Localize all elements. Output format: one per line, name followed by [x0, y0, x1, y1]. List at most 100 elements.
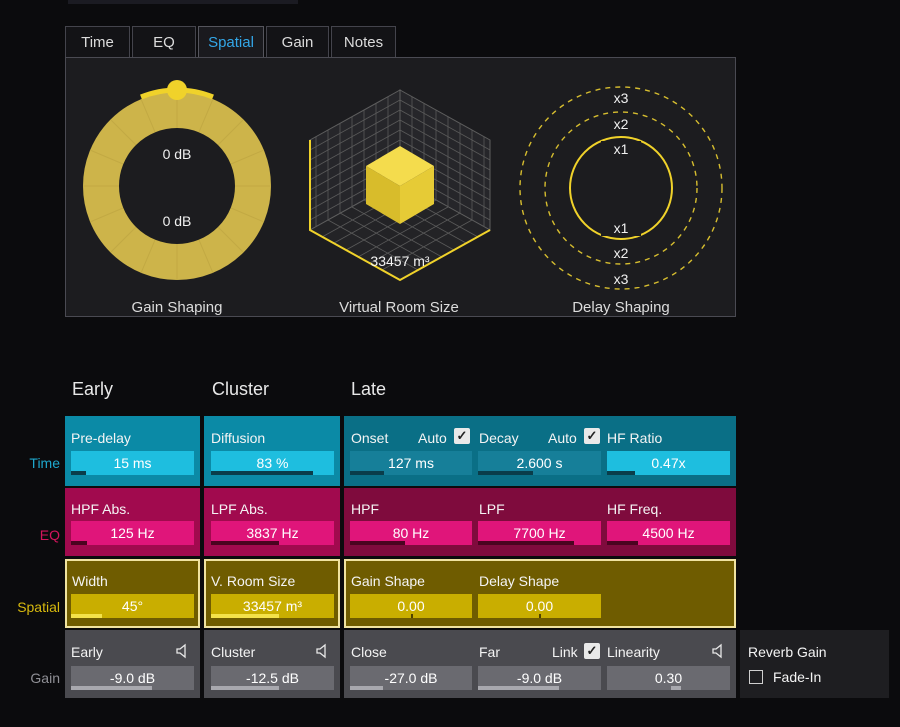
delay-mark-top-x3: x3 — [601, 90, 641, 106]
tab-eq[interactable]: EQ — [132, 26, 196, 58]
hpf-value: 80 Hz — [392, 525, 430, 541]
early-gain-cell: Early -9.0 dB — [65, 630, 200, 698]
width-slider[interactable]: 45° — [71, 594, 194, 618]
lpf-abs-slider[interactable]: 3837 Hz — [211, 521, 334, 545]
lpf-slider[interactable]: 7700 Hz — [478, 521, 601, 545]
close-gain-label: Close — [351, 644, 387, 660]
decay-label: Decay — [479, 430, 519, 446]
predelay-fill — [71, 471, 86, 475]
gain-shape-label: Gain Shape — [351, 573, 425, 589]
linearity-label: Linearity — [607, 644, 660, 660]
cluster-gain-fill — [211, 686, 279, 690]
onset-value: 127 ms — [388, 455, 434, 471]
lpf-abs-label: LPF Abs. — [211, 501, 268, 517]
delay-mark-bottom-x1: x1 — [601, 220, 641, 236]
far-gain-slider[interactable]: -9.0 dB — [478, 666, 601, 690]
hpf-abs-label: HPF Abs. — [71, 501, 131, 517]
fade-in-label: Fade-In — [773, 669, 822, 685]
close-gain-fill — [350, 686, 383, 690]
lpf-label: LPF — [479, 501, 505, 517]
hfratio-fill — [607, 471, 636, 475]
tab-spatial[interactable]: Spatial — [198, 26, 264, 58]
fade-in-checkbox[interactable] — [749, 670, 763, 684]
decay-fill — [478, 471, 534, 475]
hf-freq-slider[interactable]: 4500 Hz — [607, 521, 730, 545]
room-size-label: Virtual Room Size — [339, 299, 459, 316]
delay-shaping-label: Delay Shaping — [572, 299, 670, 316]
late-speaker-icon[interactable] — [711, 643, 727, 659]
onset-slider[interactable]: 127 ms — [350, 451, 472, 475]
late-gain-cell: Close -27.0 dB Far Link ✓ -9.0 dB Linear… — [344, 630, 736, 698]
delay-mark-bottom-x3: x3 — [601, 271, 641, 287]
lpf-fill — [478, 541, 574, 545]
hf-freq-label: HF Freq. — [607, 501, 663, 517]
vroom-label: V. Room Size — [211, 573, 296, 589]
delay-mark-top-x2: x2 — [601, 116, 641, 132]
cluster-gain-cell: Cluster -12.5 dB — [204, 630, 340, 698]
late-spatial-cell: Gain Shape 0.00 Delay Shape 0.00 — [344, 559, 736, 628]
gain-shaping-donut[interactable] — [75, 80, 280, 290]
delay-shape-slider[interactable]: 0.00 — [478, 594, 601, 618]
row-label-gain: Gain — [30, 670, 60, 686]
onset-auto-checkbox[interactable]: ✓ — [454, 428, 470, 444]
early-gain-value: -9.0 dB — [109, 670, 156, 686]
tab-notes[interactable]: Notes — [331, 26, 396, 58]
delay-shape-value: 0.00 — [525, 598, 554, 614]
hfratio-slider[interactable]: 0.47x — [607, 451, 730, 475]
delay-shape-label: Delay Shape — [479, 573, 560, 589]
gain-shaping-handle[interactable] — [167, 80, 187, 100]
column-late: Late — [351, 379, 387, 399]
hpf-label: HPF — [351, 501, 379, 517]
cluster-gain-slider[interactable]: -12.5 dB — [211, 666, 334, 690]
early-speaker-icon[interactable] — [175, 643, 191, 659]
onset-fill — [350, 471, 385, 475]
diffusion-value: 83 % — [256, 455, 289, 471]
far-link-label: Link — [552, 644, 578, 660]
gain-shaping-bottom-value: 0 dB — [162, 213, 192, 229]
lpf-abs-cell: LPF Abs. 3837 Hz — [204, 488, 340, 556]
gain-shape-slider[interactable]: 0.00 — [350, 594, 472, 618]
hpf-abs-fill — [71, 541, 87, 545]
onset-label: Onset — [351, 430, 389, 446]
linearity-slider[interactable]: 0.30 — [607, 666, 730, 690]
predelay-slider[interactable]: 15 ms — [71, 451, 194, 475]
gain-shaping-top-value: 0 dB — [162, 146, 192, 162]
far-gain-label: Far — [479, 644, 500, 660]
decay-slider[interactable]: 2.600 s — [478, 451, 601, 475]
vroom-cell: V. Room Size 33457 m³ — [204, 559, 340, 628]
predelay-label: Pre-delay — [71, 430, 131, 446]
early-gain-slider[interactable]: -9.0 dB — [71, 666, 194, 690]
vroom-slider[interactable]: 33457 m³ — [211, 594, 334, 618]
far-gain-value: -9.0 dB — [516, 670, 563, 686]
lpf-abs-fill — [211, 541, 279, 545]
cluster-gain-value: -12.5 dB — [246, 670, 299, 686]
cluster-speaker-icon[interactable] — [315, 643, 331, 659]
hfratio-value: 0.47x — [651, 455, 686, 471]
hf-freq-value: 4500 Hz — [642, 525, 695, 541]
early-gain-fill — [71, 686, 153, 690]
hfratio-label: HF Ratio — [607, 430, 663, 446]
late-time-cell: Onset Auto ✓ 127 ms Decay Auto ✓ 2.600 s… — [344, 416, 736, 486]
delay-mark-top-x1: x1 — [601, 141, 641, 157]
decay-auto-label: Auto — [548, 430, 577, 446]
early-gain-label: Early — [71, 644, 103, 660]
predelay-value: 15 ms — [113, 455, 152, 471]
reverb-gain-label: Reverb Gain — [748, 644, 827, 660]
decay-auto-checkbox[interactable]: ✓ — [584, 428, 600, 444]
hpf-abs-slider[interactable]: 125 Hz — [71, 521, 194, 545]
far-gain-fill — [478, 686, 560, 690]
hpf-slider[interactable]: 80 Hz — [350, 521, 472, 545]
room-size-cube[interactable] — [300, 78, 500, 288]
tab-time[interactable]: Time — [65, 26, 130, 58]
gain-shaping-label: Gain Shaping — [131, 299, 223, 316]
room-size-value: 33457 m³ — [370, 253, 430, 269]
delay-shaping-circles[interactable] — [518, 85, 724, 291]
delay-shape-center-tick — [539, 614, 541, 618]
close-gain-slider[interactable]: -27.0 dB — [350, 666, 472, 690]
tab-gain[interactable]: Gain — [266, 26, 329, 58]
width-fill — [71, 614, 102, 618]
diffusion-slider[interactable]: 83 % — [211, 451, 334, 475]
predelay-cell: Pre-delay 15 ms — [65, 416, 200, 486]
top-strip — [68, 0, 298, 4]
far-link-checkbox[interactable]: ✓ — [584, 643, 600, 659]
